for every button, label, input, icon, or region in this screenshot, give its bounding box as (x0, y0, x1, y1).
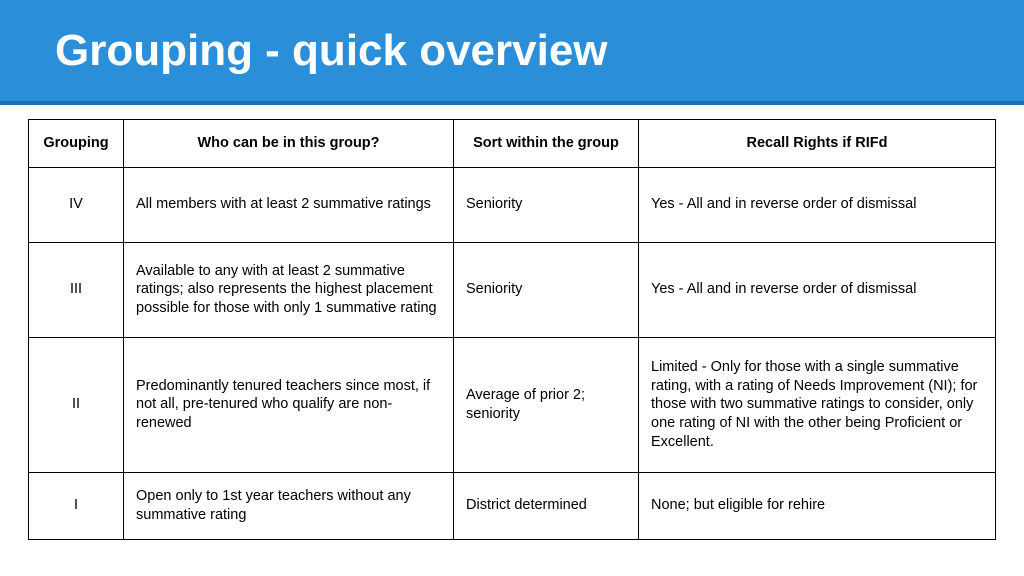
grouping-table: Grouping Who can be in this group? Sort … (28, 119, 996, 540)
page-title: Grouping - quick overview (55, 26, 608, 76)
slide-header: Grouping - quick overview (0, 0, 1024, 105)
table-row: II Predominantly tenured teachers since … (29, 337, 996, 472)
col-header-grouping: Grouping (29, 120, 124, 168)
table-header-row: Grouping Who can be in this group? Sort … (29, 120, 996, 168)
cell-who: All members with at least 2 summative ra… (124, 167, 454, 242)
cell-recall: Yes - All and in reverse order of dismis… (639, 242, 996, 337)
content-area: Grouping Who can be in this group? Sort … (0, 105, 1024, 540)
cell-group: IV (29, 167, 124, 242)
table-row: I Open only to 1st year teachers without… (29, 472, 996, 539)
cell-sort: Seniority (454, 242, 639, 337)
cell-sort: Average of prior 2; seniority (454, 337, 639, 472)
cell-recall: Yes - All and in reverse order of dismis… (639, 167, 996, 242)
cell-who: Available to any with at least 2 summati… (124, 242, 454, 337)
cell-recall: Limited - Only for those with a single s… (639, 337, 996, 472)
col-header-sort: Sort within the group (454, 120, 639, 168)
cell-group: III (29, 242, 124, 337)
cell-recall: None; but eligible for rehire (639, 472, 996, 539)
cell-group: II (29, 337, 124, 472)
col-header-recall: Recall Rights if RIFd (639, 120, 996, 168)
cell-sort: Seniority (454, 167, 639, 242)
cell-who: Open only to 1st year teachers without a… (124, 472, 454, 539)
cell-group: I (29, 472, 124, 539)
table-row: III Available to any with at least 2 sum… (29, 242, 996, 337)
cell-who: Predominantly tenured teachers since mos… (124, 337, 454, 472)
table-row: IV All members with at least 2 summative… (29, 167, 996, 242)
col-header-who: Who can be in this group? (124, 120, 454, 168)
cell-sort: District determined (454, 472, 639, 539)
